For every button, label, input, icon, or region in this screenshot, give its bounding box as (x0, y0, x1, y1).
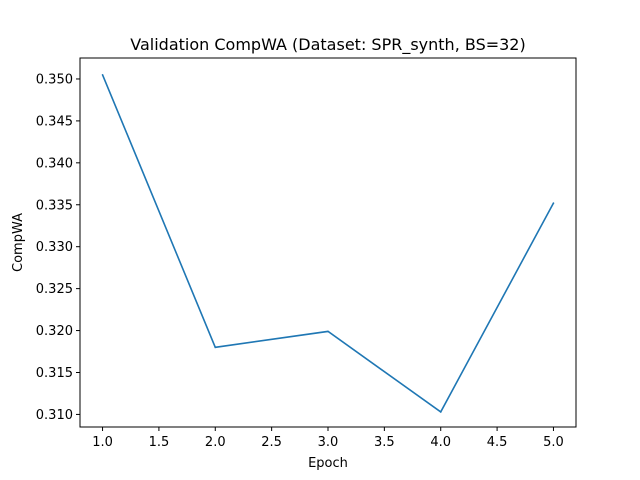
x-tick-label: 1.5 (149, 435, 170, 450)
y-axis-label: CompWA (11, 213, 26, 272)
x-tick-label: 3.5 (374, 435, 395, 450)
series-layer (101, 73, 555, 414)
data-point (439, 411, 442, 413)
x-tick-label: 1.0 (92, 435, 113, 450)
data-point (327, 330, 329, 333)
x-axis-label: Epoch (308, 456, 348, 471)
chart-title: Validation CompWA (Dataset: SPR_synth, B… (130, 35, 525, 55)
x-tick-label: 4.0 (430, 435, 451, 450)
y-tick-label: 0.325 (36, 282, 73, 297)
plot-area (79, 57, 577, 428)
y-tick-label: 0.315 (36, 366, 73, 381)
y-tick-label: 0.330 (36, 240, 73, 255)
x-axis: 1.0 1.5 2.0 2.5 3.0 3.5 4.0 4.5 5.0 (92, 427, 564, 450)
y-tick-label: 0.350 (36, 72, 73, 87)
data-point (101, 73, 104, 76)
x-tick-label: 4.5 (487, 435, 508, 450)
x-tick-label: 5.0 (543, 435, 564, 450)
data-point (214, 346, 217, 349)
x-tick-label: 3.0 (318, 435, 339, 450)
y-tick-label: 0.345 (36, 114, 73, 129)
x-tick-label: 2.0 (205, 435, 226, 450)
y-axis: 0.310 0.315 0.320 0.325 0.330 0.335 0.340 0.345… (36, 72, 80, 423)
series-line (101, 74, 555, 414)
data-point (552, 202, 555, 204)
y-tick-label: 0.335 (36, 198, 73, 213)
y-tick-label: 0.320 (36, 324, 73, 339)
y-tick-label: 0.310 (36, 408, 73, 423)
plot-frame (79, 57, 577, 428)
x-tick-label: 2.5 (261, 435, 282, 450)
y-tick-label: 0.340 (36, 156, 73, 171)
